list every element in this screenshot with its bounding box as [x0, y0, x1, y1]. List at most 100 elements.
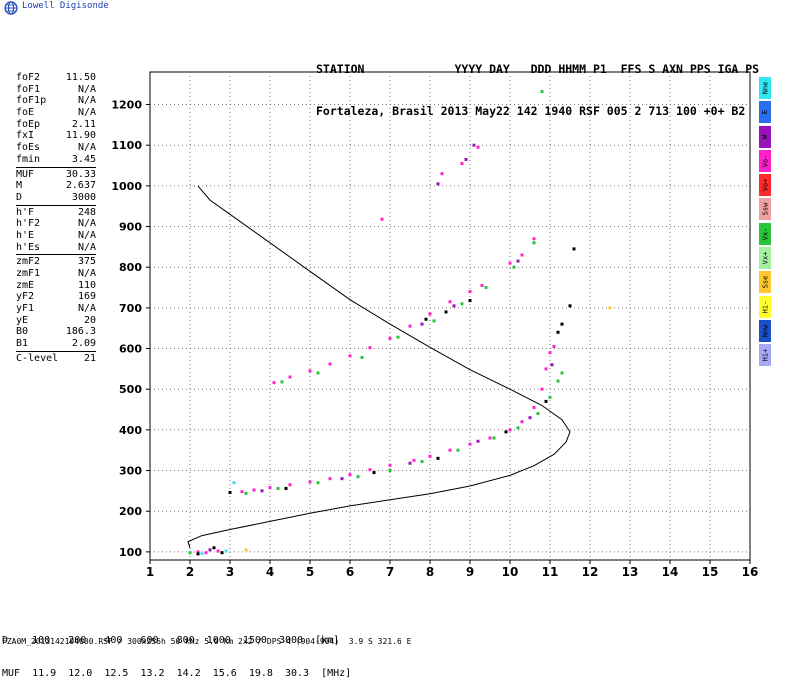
- legend-label: W: [761, 134, 769, 139]
- echo-point: [436, 456, 440, 460]
- param-row: fmin 3.45: [16, 154, 96, 166]
- muf-table-muf-row: MUF 11.9 12.0 12.5 13.2 14.2 15.6 19.8 3…: [2, 668, 352, 679]
- echo-point: [224, 549, 228, 553]
- echo-point: [460, 162, 464, 165]
- x-tick-label: 5: [306, 565, 314, 579]
- y-tick-label: 300: [119, 465, 142, 478]
- param-row: yF1 N/A: [16, 303, 96, 315]
- param-value: N/A: [77, 142, 96, 154]
- echo-point: [408, 324, 412, 328]
- brand-name: Lowell Digisonde: [22, 1, 109, 11]
- echo-point: [452, 304, 456, 308]
- param-value: N/A: [77, 229, 96, 241]
- param-value: N/A: [77, 241, 96, 253]
- legend-label: Nne: [761, 81, 769, 95]
- echo-point: [348, 354, 352, 358]
- legend-label: E: [761, 110, 769, 115]
- param-row: fxI 11.90: [16, 130, 96, 142]
- param-row: h'F2 N/A: [16, 218, 96, 230]
- param-label: foF1: [16, 83, 41, 95]
- echo-point: [368, 468, 372, 472]
- param-label: h'Es: [16, 241, 41, 253]
- x-tick-label: 6: [346, 565, 354, 579]
- echo-point: [512, 265, 516, 269]
- param-label: zmE: [16, 279, 35, 291]
- echo-point: [412, 458, 416, 462]
- legend-item: W: [759, 125, 771, 148]
- x-tick-label: 2: [186, 565, 194, 579]
- echo-point: [544, 367, 548, 371]
- param-separator: [16, 166, 96, 168]
- param-row: B1 2.09: [16, 338, 96, 350]
- legend-label: Hi-: [761, 300, 769, 313]
- param-label: yF1: [16, 303, 35, 315]
- legend-label: Hi+: [761, 348, 769, 362]
- param-value: 21: [83, 352, 96, 364]
- param-row: h'Es N/A: [16, 242, 96, 254]
- echo-point: [380, 217, 384, 221]
- x-tick-label: 12: [582, 565, 599, 579]
- echo-point: [548, 395, 552, 399]
- legend-item: Hi+: [759, 344, 771, 367]
- echo-point: [244, 548, 248, 552]
- parameter-panel: foF2 11.50 foF1 N/A foF1p N/A foE N/A foEp 2.11 fx…: [16, 72, 96, 365]
- echo-point: [356, 475, 360, 479]
- legend-item: Vo+: [759, 174, 771, 197]
- legend-item: Vx+: [759, 247, 771, 270]
- echo-point: [420, 322, 424, 326]
- plot-grid: [150, 72, 750, 560]
- echo-point: [476, 439, 480, 443]
- legend-label: Nnw: [761, 324, 769, 338]
- profile-curve: [187, 185, 571, 548]
- echo-point: [244, 491, 248, 495]
- param-label: D: [16, 191, 23, 203]
- legend-item: Vo-: [759, 149, 771, 172]
- param-row: M 2.637: [16, 180, 96, 192]
- x-tick-label: 3: [226, 565, 234, 579]
- param-value: 20: [83, 314, 96, 326]
- echo-point: [508, 261, 512, 265]
- param-label: B0: [16, 326, 29, 338]
- echo-point: [548, 351, 552, 355]
- legend-label: Vx+: [761, 251, 769, 265]
- x-tick-label: 10: [502, 565, 519, 579]
- y-tick-label: 100: [119, 546, 142, 559]
- plot-frame: [149, 71, 751, 561]
- echo-point: [528, 416, 532, 420]
- echo-point: [328, 477, 332, 481]
- echo-point: [476, 145, 480, 149]
- echo-point: [432, 319, 436, 323]
- echo-point: [488, 436, 492, 440]
- echo-point: [540, 387, 544, 391]
- polarization-legend: Nne E W Vo- Vo+ Ssw Vx- Vx+ Sse Hi- Nnw Hi+: [759, 77, 771, 369]
- param-value: 110: [77, 279, 96, 291]
- param-label: yF2: [16, 291, 35, 303]
- param-value: N/A: [77, 268, 96, 279]
- echo-point: [328, 362, 332, 366]
- param-separator: [16, 350, 96, 352]
- param-row: foEs N/A: [16, 142, 96, 154]
- legend-item: E: [759, 101, 771, 124]
- echo-point: [276, 486, 280, 490]
- param-value: N/A: [77, 95, 96, 107]
- echo-point: [448, 300, 452, 304]
- echo-point: [444, 310, 448, 314]
- echo-point: [308, 480, 312, 484]
- echo-point: [552, 345, 556, 348]
- param-value: N/A: [77, 83, 96, 95]
- y-axis-ticks: 100 200 300 400 500 600 700 800 900 1000 1100 1200: [111, 99, 150, 559]
- param-value: 2.637: [65, 180, 96, 192]
- echo-point: [408, 461, 412, 465]
- echo-point: [208, 548, 212, 552]
- echo-point: [228, 490, 232, 494]
- param-row: zmF1 N/A: [16, 268, 96, 280]
- echo-point: [480, 284, 484, 287]
- x-tick-label: 14: [662, 565, 679, 579]
- param-label: zmF1: [16, 268, 41, 279]
- echo-point: [492, 436, 496, 440]
- echo-point: [388, 336, 392, 340]
- param-row: foF1 N/A: [16, 84, 96, 96]
- echo-point: [568, 304, 572, 308]
- echo-point: [260, 489, 264, 493]
- param-value: 248: [77, 206, 96, 218]
